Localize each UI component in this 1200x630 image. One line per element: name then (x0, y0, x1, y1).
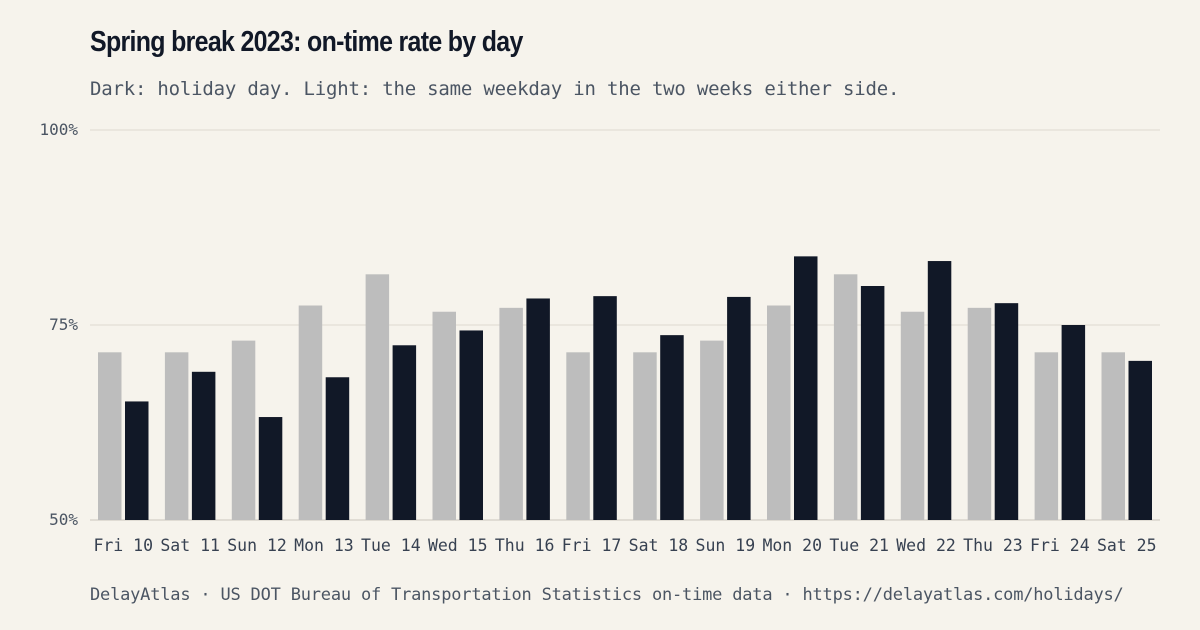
baseline-bar (298, 305, 323, 520)
holiday-bar (860, 286, 885, 520)
y-tick-label: 100% (39, 120, 78, 139)
holiday-bar (526, 298, 550, 520)
x-tick-label: Mon 20 (762, 536, 822, 555)
x-tick-label: Thu 23 (963, 536, 1023, 555)
x-tick-label: Sat 25 (1097, 536, 1157, 555)
x-tick-label: Wed 15 (428, 536, 488, 555)
baseline-bar (98, 352, 122, 520)
x-tick-label: Fri 10 (93, 536, 153, 555)
y-tick-label: 50% (49, 510, 78, 529)
x-tick-label: Wed 22 (896, 536, 956, 555)
holiday-bar (1061, 325, 1086, 520)
x-tick-label: Tue 14 (361, 536, 421, 555)
holiday-bar (325, 377, 350, 520)
baseline-bar (566, 352, 590, 520)
holiday-bar (994, 303, 1019, 520)
holiday-bar (927, 261, 952, 520)
chart-subtitle: Dark: holiday day. Light: the same weekd… (90, 78, 900, 100)
holiday-bar (727, 296, 751, 520)
source-footer: DelayAtlas · US DOT Bureau of Transporta… (90, 585, 1124, 605)
holiday-bar (660, 335, 684, 520)
holiday-bar (258, 417, 283, 520)
x-tick-label: Sat 18 (629, 536, 689, 555)
holiday-bar (191, 371, 216, 520)
baseline-bar (499, 307, 523, 520)
baseline-bar (1034, 352, 1059, 520)
x-tick-label: Sun 12 (227, 536, 287, 555)
y-tick-label: 75% (49, 315, 78, 334)
chart-title: Spring break 2023: on-time rate by day (90, 26, 523, 58)
baseline-bar (231, 340, 256, 520)
holiday-bar (125, 401, 149, 520)
baseline-bar (164, 352, 189, 520)
baseline-bar (900, 311, 925, 520)
baseline-bar (1101, 352, 1125, 520)
x-tick-label: Fri 17 (562, 536, 622, 555)
baseline-bar (365, 274, 390, 520)
holiday-bar (794, 256, 818, 520)
baseline-bar (833, 274, 858, 520)
holiday-bar (1128, 360, 1152, 520)
baseline-bar (700, 340, 724, 520)
holiday-bar (459, 330, 483, 520)
baseline-bar (967, 307, 992, 520)
x-tick-label: Sun 19 (696, 536, 756, 555)
baseline-bar (767, 305, 791, 520)
holiday-bar (392, 345, 417, 520)
baseline-bar (432, 311, 456, 520)
x-tick-label: Sat 11 (160, 536, 220, 555)
baseline-bar (633, 352, 657, 520)
x-tick-label: Tue 21 (829, 536, 889, 555)
x-tick-label: Thu 16 (495, 536, 555, 555)
x-tick-label: Mon 13 (294, 536, 354, 555)
x-tick-label: Fri 24 (1030, 536, 1090, 555)
holiday-bar (593, 296, 617, 520)
